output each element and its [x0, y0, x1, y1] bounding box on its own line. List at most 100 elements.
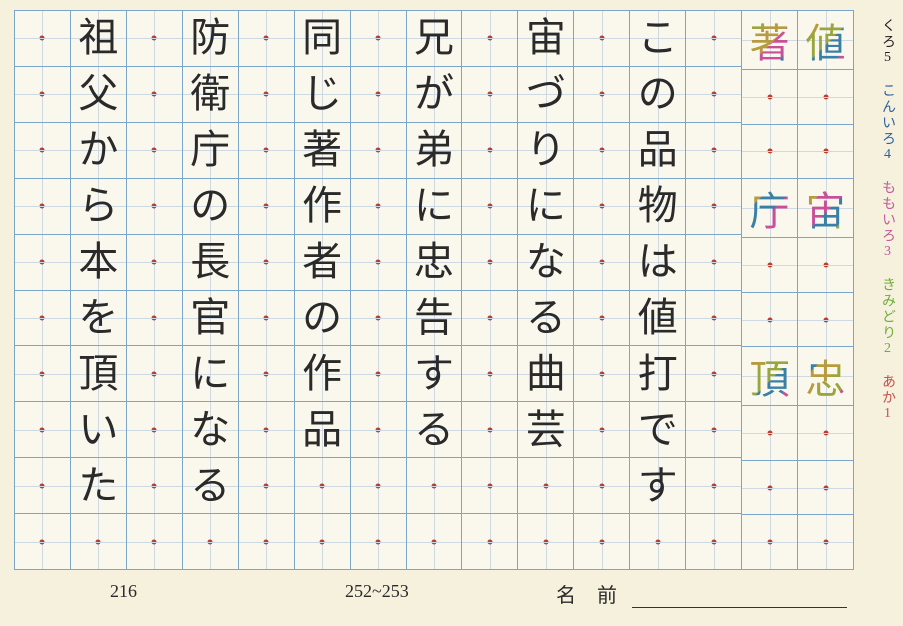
example-kanji: 著: [750, 11, 790, 69]
guide-dot: [823, 94, 828, 99]
grid-cell: [15, 514, 70, 569]
grid-cell: 官: [183, 291, 238, 347]
grid-cell: [742, 125, 797, 180]
guide-dot: [711, 371, 716, 376]
guide-dot: [152, 204, 157, 209]
guide-dot: [487, 36, 492, 41]
guide-dot: [431, 539, 436, 544]
guide-dot: [40, 260, 45, 265]
guide-dot: [767, 540, 772, 545]
grid-cell: 品: [630, 123, 685, 179]
grid-cell: [351, 346, 406, 402]
guide-dot: [96, 539, 101, 544]
guide-dot: [711, 204, 716, 209]
grid-cell: 曲: [518, 346, 573, 402]
grid-cell: [462, 402, 517, 458]
grid-cell: [462, 11, 517, 67]
phrase-char: い: [78, 410, 118, 450]
legend-item: きみどり2: [861, 277, 897, 358]
grid-cell: [462, 458, 517, 514]
phrase-char: づ: [526, 74, 566, 114]
grid-cell: [462, 123, 517, 179]
guide-dot: [823, 149, 828, 154]
guide-dot: [264, 427, 269, 432]
footer: 216 252~253 名 前: [0, 576, 903, 622]
grid-cell: 忠: [798, 347, 853, 406]
grid-cell: [127, 235, 182, 291]
guide-dot: [823, 431, 828, 436]
grid-cell: [798, 70, 853, 125]
grid-cell: [462, 514, 517, 569]
phrase-char: た: [78, 466, 118, 506]
guide-dot: [599, 92, 604, 97]
grid-cell: [462, 179, 517, 235]
grid-cell: [351, 67, 406, 123]
phrase-char: 作: [302, 354, 342, 394]
page-number-left: 216: [110, 581, 137, 602]
guide-dot: [152, 539, 157, 544]
grid-cell: [15, 291, 70, 347]
guide-dot: [711, 483, 716, 488]
grid-col: この品物は値打です: [629, 11, 685, 569]
grid-col: [685, 11, 741, 569]
guide-dot: [711, 92, 716, 97]
grid-col: 宙づりになる曲芸: [517, 11, 573, 569]
example-kanji: 宙: [806, 179, 846, 237]
grid-cell: の: [183, 179, 238, 235]
grid-cell: [15, 123, 70, 179]
grid-cell: じ: [295, 67, 350, 123]
grid-cell: [462, 291, 517, 347]
grid-cell: 同: [295, 11, 350, 67]
phrase-char: の: [190, 186, 230, 226]
grid-cell: [127, 67, 182, 123]
phrase-char: 防: [190, 18, 230, 58]
grid-cell: す: [407, 346, 462, 402]
phrase-char: 値: [638, 298, 678, 338]
guide-dot: [599, 148, 604, 153]
guide-dot: [264, 371, 269, 376]
grid-cell: [15, 402, 70, 458]
grid-cell: 値: [798, 11, 853, 70]
phrase-char: す: [414, 354, 454, 394]
grid-cell: 打: [630, 346, 685, 402]
name-line: [632, 607, 847, 608]
guide-dot: [487, 371, 492, 376]
guide-dot: [376, 427, 381, 432]
guide-dot: [487, 315, 492, 320]
phrase-char: 芸: [526, 410, 566, 450]
grid-col: 著庁頂: [741, 11, 797, 569]
grid-cell: 弟: [407, 123, 462, 179]
grid-cell: 防: [183, 11, 238, 67]
phrase-char: 官: [190, 298, 230, 338]
guide-dot: [487, 427, 492, 432]
grid-cell: 父: [71, 67, 126, 123]
guide-dot: [711, 427, 716, 432]
legend-item: くろ5: [861, 18, 897, 67]
guide-dot: [599, 36, 604, 41]
grid-cell: [742, 515, 797, 569]
guide-dot: [376, 148, 381, 153]
grid-cell: [127, 179, 182, 235]
grid-cell: [574, 291, 629, 347]
grid-col: 祖父から本を頂いた: [70, 11, 126, 569]
grid-cell: 値: [630, 291, 685, 347]
guide-dot: [264, 260, 269, 265]
guide-dot: [599, 204, 604, 209]
grid-cell: [574, 67, 629, 123]
grid-cell: こ: [630, 11, 685, 67]
grid-cell: [183, 514, 238, 569]
guide-dot: [152, 315, 157, 320]
grid-cell: [15, 67, 70, 123]
grid-cell: ら: [71, 179, 126, 235]
guide-dot: [767, 149, 772, 154]
grid-cell: [742, 238, 797, 293]
grid-cell: [742, 293, 797, 348]
phrase-char: 者: [302, 242, 342, 282]
phrase-char: 頂: [78, 354, 118, 394]
grid-cell: で: [630, 402, 685, 458]
grid-cell: [351, 291, 406, 347]
guide-dot: [767, 94, 772, 99]
grid-cell: 祖: [71, 11, 126, 67]
guide-dot: [152, 36, 157, 41]
phrase-char: 兄: [414, 18, 454, 58]
